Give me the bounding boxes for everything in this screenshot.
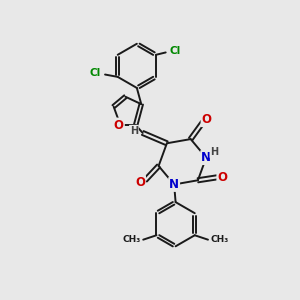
Text: O: O (135, 176, 145, 189)
Text: H: H (130, 126, 138, 136)
Text: H: H (210, 147, 218, 157)
Text: O: O (217, 171, 227, 184)
Text: N: N (201, 151, 211, 164)
Text: O: O (202, 113, 212, 126)
Text: N: N (169, 178, 179, 191)
Text: O: O (114, 118, 124, 131)
Text: CH₃: CH₃ (211, 235, 229, 244)
Text: Cl: Cl (170, 46, 181, 56)
Text: CH₃: CH₃ (122, 235, 141, 244)
Text: Cl: Cl (90, 68, 101, 78)
